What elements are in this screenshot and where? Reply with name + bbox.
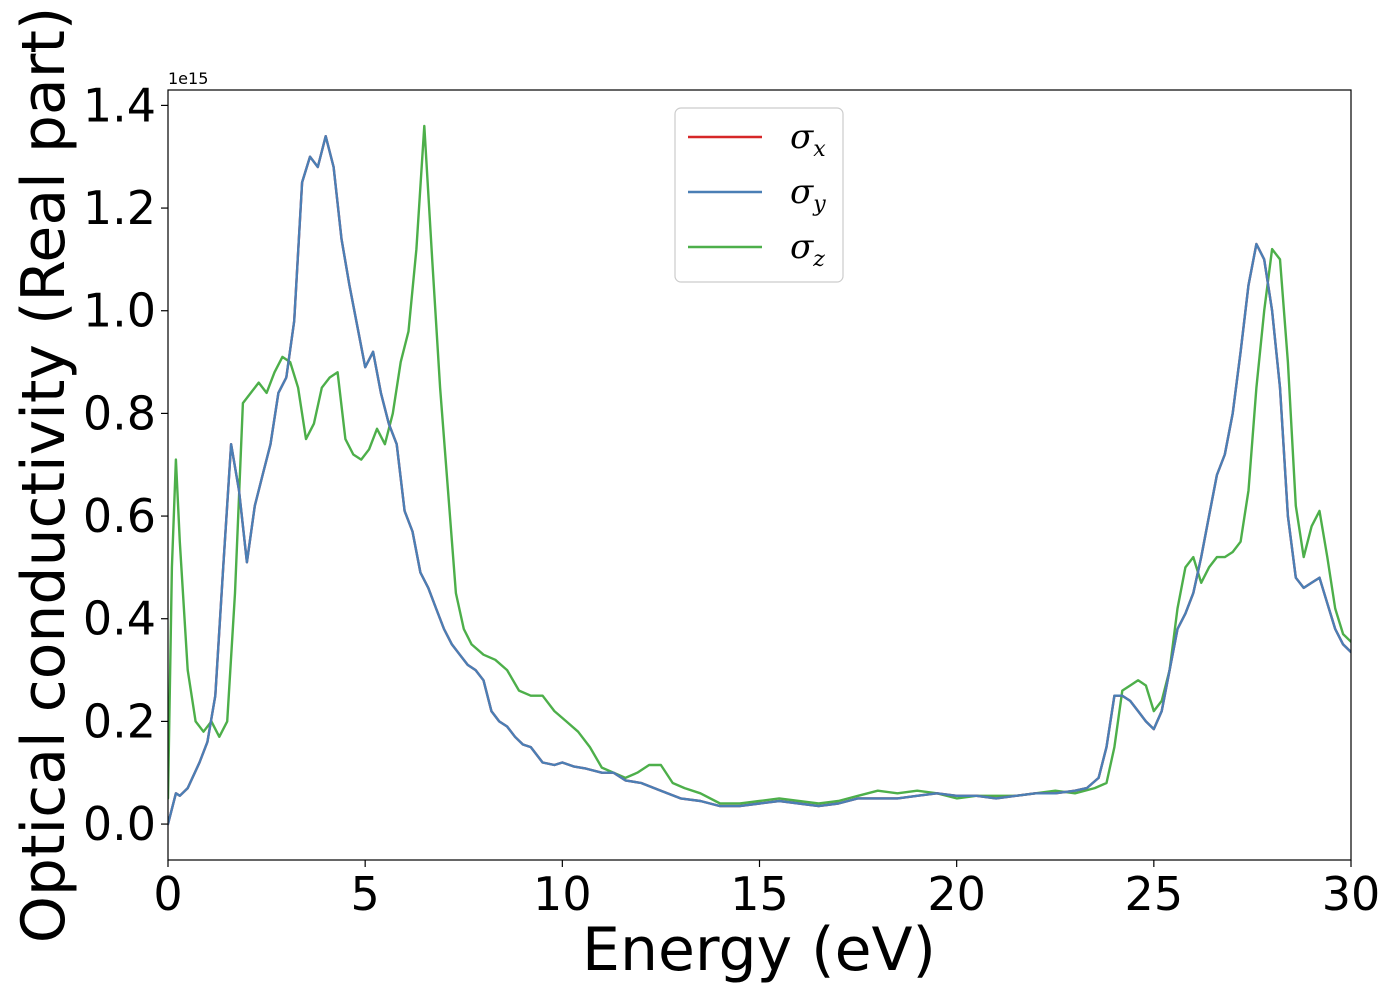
- legend-label-y: σy: [790, 172, 826, 217]
- y-tick-label: 1.2: [83, 181, 156, 235]
- x-axis-ticks: 0 5 10 15 20 25 30: [153, 860, 1380, 921]
- legend-label-z: σz: [790, 227, 825, 272]
- x-tick-label: 5: [351, 867, 380, 921]
- x-tick-label: 0: [153, 867, 182, 921]
- legend-symbol: σ: [790, 172, 814, 212]
- x-tick-label: 20: [927, 867, 986, 921]
- y-tick-label: 1.0: [83, 284, 156, 338]
- x-tick-label: 25: [1125, 867, 1184, 921]
- legend-symbol: σ: [790, 117, 814, 157]
- series-line-y: [168, 134, 1351, 826]
- y-axis-title: Optical conductivity (Real part): [9, 7, 79, 944]
- legend-label-x: σx: [790, 117, 826, 162]
- legend-subscript: z: [812, 247, 825, 272]
- x-tick-label: 15: [730, 867, 789, 921]
- x-axis-title: Energy (eV): [582, 915, 936, 985]
- y-tick-label: 0.4: [83, 592, 156, 646]
- legend-box: [674, 107, 844, 283]
- x-tick-label: 10: [533, 867, 592, 921]
- y-tick-label: 0.8: [83, 386, 156, 440]
- x-tick-label: 30: [1322, 867, 1381, 921]
- y-tick-label: 1.4: [83, 78, 156, 132]
- y-axis-ticks: 0.0 0.2 0.4 0.6 0.8 1.0 1.2 1.4: [83, 78, 168, 851]
- series-line-z: [168, 124, 1351, 805]
- y-tick-label: 0.0: [83, 797, 156, 851]
- series-layer: [168, 124, 1351, 826]
- legend-subscript: y: [812, 192, 826, 217]
- legend-subscript: x: [813, 137, 826, 162]
- y-tick-label: 0.6: [83, 489, 156, 543]
- plot-area: [167, 89, 1352, 861]
- y-tick-label: 0.2: [83, 694, 156, 748]
- legend-symbol: σ: [790, 227, 814, 267]
- y-axis-offset-label: 1e15: [168, 69, 208, 88]
